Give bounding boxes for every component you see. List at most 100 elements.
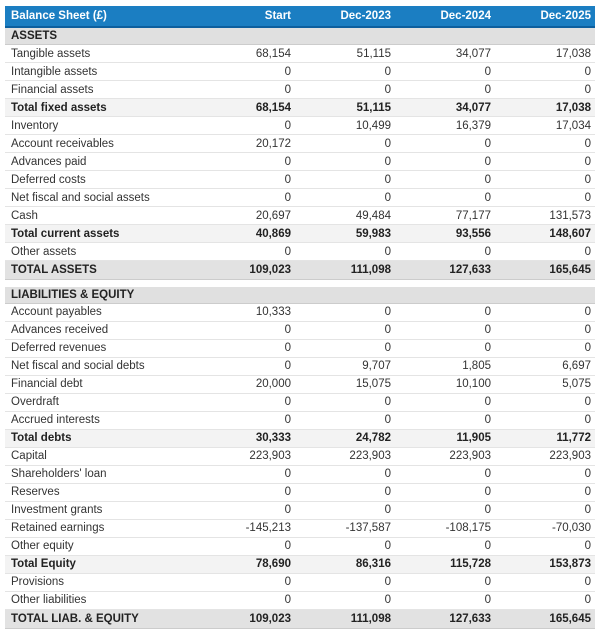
column-header-dec-2023: Dec-2023: [340, 10, 391, 22]
cell-value: 0: [495, 339, 595, 358]
cell-value: 51,115: [295, 44, 395, 63]
table-row: Net fiscal and social assets 0 0 0 0: [5, 188, 595, 207]
cell-value: 0: [295, 339, 395, 358]
cell-value: 0: [395, 303, 495, 322]
cell-value: [395, 286, 495, 304]
table-row: Overdraft 0 0 0 0: [5, 393, 595, 412]
cell-value: 0: [395, 188, 495, 207]
cell-value: 0: [295, 537, 395, 556]
cell-value: 0: [295, 242, 395, 261]
cell-value: 0: [395, 80, 495, 99]
cell-value: 0: [195, 573, 295, 592]
cell-value: 86,316: [295, 554, 395, 574]
cell-value: 0: [295, 80, 395, 99]
subtotal-row: Total current assets 40,869 59,983 93,556 14…: [5, 224, 595, 243]
cell-value: 0: [195, 152, 295, 171]
row-label: Net fiscal and social debts: [5, 357, 195, 376]
subtotal-row: Total Equity 78,690 86,316 115,728 153,873: [5, 554, 595, 574]
cell-value: 11,905: [395, 428, 495, 448]
cell-value: 0: [295, 134, 395, 153]
cell-value: 0: [495, 393, 595, 412]
cell-value: 0: [395, 321, 495, 340]
cell-value: 109,023: [195, 260, 295, 280]
row-label: Retained earnings: [5, 519, 195, 538]
cell-value: 0: [395, 62, 495, 81]
row-label: Other liabilities: [5, 591, 195, 610]
spacer-row: [5, 279, 595, 287]
cell-value: [195, 27, 295, 45]
row-label: Shareholders' loan: [5, 465, 195, 484]
table-row: Reserves 0 0 0 0: [5, 483, 595, 502]
row-label: Total Equity: [5, 554, 195, 574]
row-label: Overdraft: [5, 393, 195, 412]
row-label: Financial debt: [5, 375, 195, 394]
cell-value: 17,034: [495, 116, 595, 135]
cell-value: 0: [295, 152, 395, 171]
grandtotal-row: TOTAL LIAB. & EQUITY 109,023 111,098 127,63…: [5, 608, 595, 629]
table-title: Balance Sheet (£): [11, 10, 107, 22]
cell-value: 0: [395, 465, 495, 484]
row-label: LIABILITIES & EQUITY: [5, 286, 195, 304]
row-label: Account receivables: [5, 134, 195, 153]
cell-value: 223,903: [195, 447, 295, 466]
cell-value: [295, 27, 395, 45]
table-row: Retained earnings -145,213 -137,587 -108,17…: [5, 519, 595, 538]
row-label: Capital: [5, 447, 195, 466]
cell-value: 0: [195, 242, 295, 261]
balance-sheet: Balance Sheet (£) Start Dec-2023 Dec-202…: [5, 6, 595, 629]
cell-value: -70,030: [495, 519, 595, 538]
table-row: Accrued interests 0 0 0 0: [5, 411, 595, 430]
row-label: Investment grants: [5, 501, 195, 520]
cell-value: 20,000: [195, 375, 295, 394]
cell-value: 0: [395, 242, 495, 261]
row-label: Total debts: [5, 428, 195, 448]
cell-value: 1,805: [395, 357, 495, 376]
cell-value: -145,213: [195, 519, 295, 538]
table-row: Cash 20,697 49,484 77,177 131,573: [5, 206, 595, 225]
cell-value: 10,100: [395, 375, 495, 394]
section-row: LIABILITIES & EQUITY: [5, 286, 595, 304]
cell-value: 0: [295, 303, 395, 322]
row-label: Deferred costs: [5, 170, 195, 189]
cell-value: 0: [195, 339, 295, 358]
row-label: Total current assets: [5, 224, 195, 243]
row-label: Total fixed assets: [5, 98, 195, 117]
table-header-row: Balance Sheet (£) Start Dec-2023 Dec-202…: [5, 6, 595, 27]
cell-value: 223,903: [395, 447, 495, 466]
row-label: Reserves: [5, 483, 195, 502]
table-row: Account receivables 20,172 0 0 0: [5, 134, 595, 153]
row-label: ASSETS: [5, 27, 195, 45]
cell-value: 17,038: [495, 98, 595, 117]
cell-value: 0: [295, 591, 395, 610]
balance-sheet-table: Balance Sheet (£) Start Dec-2023 Dec-202…: [5, 6, 595, 629]
cell-value: 51,115: [295, 98, 395, 117]
cell-value: [395, 27, 495, 45]
cell-value: 0: [395, 170, 495, 189]
cell-value: 16,379: [395, 116, 495, 135]
cell-value: 0: [395, 411, 495, 430]
cell-value: 0: [495, 465, 595, 484]
cell-value: 93,556: [395, 224, 495, 243]
cell-value: [495, 286, 595, 304]
cell-value: 0: [395, 393, 495, 412]
table-row: Intangible assets 0 0 0 0: [5, 62, 595, 81]
cell-value: 68,154: [195, 44, 295, 63]
row-label: TOTAL ASSETS: [5, 260, 195, 280]
cell-value: 17,038: [495, 44, 595, 63]
cell-value: 0: [395, 501, 495, 520]
cell-value: 49,484: [295, 206, 395, 225]
cell-value: 0: [295, 483, 395, 502]
cell-value: [495, 27, 595, 45]
cell-value: 223,903: [295, 447, 395, 466]
cell-value: 0: [495, 483, 595, 502]
table-row: Other assets 0 0 0 0: [5, 242, 595, 261]
table-row: Financial debt 20,000 15,075 10,100 5,075: [5, 375, 595, 394]
row-label: Financial assets: [5, 80, 195, 99]
cell-value: 0: [495, 170, 595, 189]
table-row: Other equity 0 0 0 0: [5, 537, 595, 556]
column-header-dec-2024: Dec-2024: [440, 10, 491, 22]
cell-value: 111,098: [295, 608, 395, 629]
cell-value: 0: [395, 573, 495, 592]
row-label: Tangible assets: [5, 44, 195, 63]
cell-value: 0: [195, 170, 295, 189]
